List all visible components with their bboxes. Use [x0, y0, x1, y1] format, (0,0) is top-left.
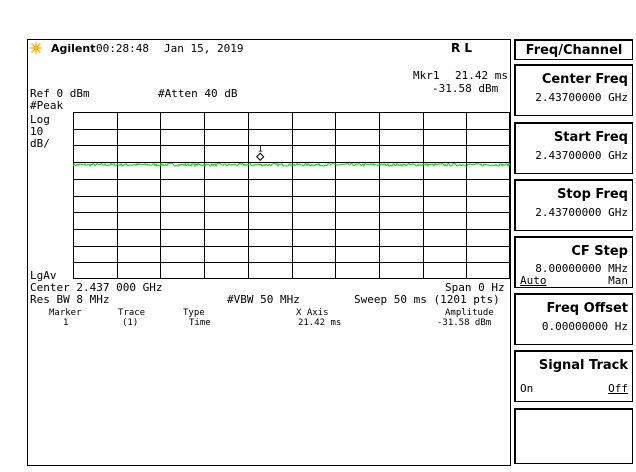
marker-table-header: X Axis	[296, 308, 329, 318]
signal-track-off-option[interactable]: Off	[608, 382, 628, 395]
cf-step-softkey[interactable]: CF Step 8.00000000 MHz Auto Man	[514, 236, 633, 288]
header-time: 00:28:48	[96, 42, 149, 55]
video-bandwidth: #VBW 50 MHz	[227, 293, 300, 306]
brand-name: Agilent	[51, 42, 96, 55]
marker-table-header: Trace	[118, 308, 146, 318]
start-freq-label: Start Freq	[553, 130, 628, 145]
stop-freq-value: 2.43700000 GHz	[535, 206, 628, 219]
marker-table-cell: 1	[63, 318, 69, 328]
signal-track-on-option[interactable]: On	[520, 382, 534, 395]
trace-1	[73, 162, 510, 168]
marker-readout-y: -31.58 dBm	[432, 82, 499, 95]
cf-step-value: 8.00000000 MHz	[535, 262, 628, 275]
stop-freq-softkey[interactable]: Stop Freq 2.43700000 GHz	[514, 179, 633, 231]
marker-number: 1	[257, 145, 262, 155]
center-freq-value: 2.43700000 GHz	[535, 91, 628, 104]
agilent-spark-icon	[30, 42, 42, 54]
header-mode: R L	[451, 41, 473, 55]
marker-table-cell: 21.42 ms	[298, 318, 342, 328]
start-freq-softkey[interactable]: Start Freq 2.43700000 GHz	[514, 122, 633, 174]
sweep-time: Sweep 50 ms (1201 pts)	[354, 293, 500, 306]
header-date: Jan 15, 2019	[164, 42, 244, 55]
marker-readout-x: 21.42 ms	[455, 69, 508, 82]
blank-softkey[interactable]	[514, 408, 633, 464]
trace-graticule: 1	[73, 112, 510, 279]
attenuation: #Atten 40 dB	[158, 87, 238, 100]
center-frequency: Center 2.437 000 GHz	[30, 281, 163, 294]
average-type: LgAv	[30, 269, 57, 282]
stop-freq-label: Stop Freq	[557, 187, 628, 202]
cf-step-auto-option[interactable]: Auto	[520, 274, 547, 287]
freq-offset-value: 0.00000000 Hz	[541, 320, 628, 333]
marker-diamond-icon	[256, 152, 265, 161]
start-freq-value: 2.43700000 GHz	[535, 149, 628, 162]
cf-step-label: CF Step	[571, 244, 628, 259]
marker-readout-label: Mkr1	[413, 69, 440, 82]
freq-offset-label: Freq Offset	[546, 301, 628, 316]
marker-1: 1	[256, 145, 265, 161]
marker-table-cell: -31.58 dBm	[437, 318, 492, 328]
detector-type: #Peak	[30, 99, 64, 112]
softkey-panel: Freq/Channel Center Freq 2.43700000 GHz …	[514, 39, 633, 466]
center-freq-softkey[interactable]: Center Freq 2.43700000 GHz	[514, 64, 633, 116]
analyzer-display	[27, 39, 511, 466]
scale-type: Log	[30, 113, 50, 126]
ref-level: Ref 0 dBm	[30, 87, 90, 100]
marker-table-cell: (1)	[122, 318, 139, 328]
cf-step-man-option[interactable]: Man	[608, 274, 628, 287]
marker-table-header: Type	[183, 308, 205, 318]
center-freq-label: Center Freq	[541, 72, 628, 87]
marker-table-cell: Time	[189, 318, 211, 328]
marker-table-header: Amplitude	[445, 308, 494, 318]
signal-track-softkey[interactable]: Signal Track On Off	[514, 350, 633, 402]
resolution-bandwidth: Res BW 8 MHz	[30, 293, 110, 306]
freq-offset-softkey[interactable]: Freq Offset 0.00000000 Hz	[514, 293, 633, 345]
scale-value: 10	[30, 125, 44, 138]
menu-title: Freq/Channel	[514, 39, 633, 60]
signal-track-label: Signal Track	[538, 358, 628, 373]
span: Span 0 Hz	[445, 281, 505, 294]
marker-table-header: Marker	[49, 308, 82, 318]
scale-unit: dB/	[30, 137, 50, 150]
